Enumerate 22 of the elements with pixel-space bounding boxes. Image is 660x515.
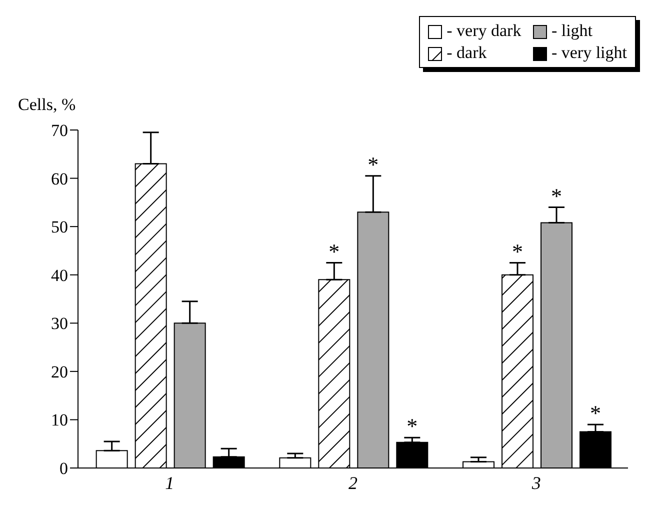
annotation: * (590, 400, 601, 426)
annotation: * (368, 152, 379, 177)
legend-label: - very dark (446, 21, 522, 41)
y-tick-label: 60 (51, 169, 68, 188)
annotation: * (328, 238, 340, 264)
y-tick-label: 40 (51, 266, 68, 285)
x-tick-label: 2 (348, 472, 358, 493)
y-tick-label: 50 (51, 218, 68, 237)
legend-label: - light (550, 21, 594, 41)
annotation: * (551, 183, 562, 208)
y-tick-label: 0 (60, 459, 68, 478)
y-axis-title: Cells, % (18, 95, 76, 114)
annotation: * (406, 414, 418, 439)
x-tick-label: 1 (165, 472, 174, 493)
x-tick-label: 3 (530, 472, 541, 493)
legend-label: - very light (550, 43, 627, 63)
y-tick-label: 30 (51, 314, 68, 334)
y-tick-label: 10 (51, 410, 68, 430)
y-tick-label: 70 (51, 121, 68, 140)
y-tick-label: 20 (51, 362, 68, 382)
annotation: * (512, 238, 523, 264)
legend-label: - dark (446, 43, 488, 63)
